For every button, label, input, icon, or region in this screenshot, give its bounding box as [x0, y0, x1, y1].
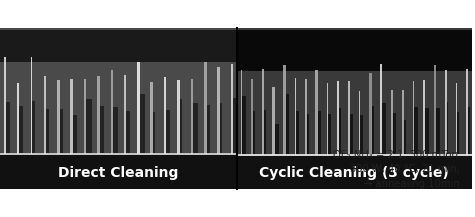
FancyBboxPatch shape: [315, 70, 318, 155]
FancyBboxPatch shape: [273, 87, 275, 155]
FancyBboxPatch shape: [390, 90, 393, 155]
FancyBboxPatch shape: [113, 107, 118, 154]
FancyBboxPatch shape: [348, 81, 350, 155]
FancyBboxPatch shape: [190, 79, 193, 154]
FancyBboxPatch shape: [100, 106, 104, 154]
FancyBboxPatch shape: [4, 57, 6, 154]
FancyBboxPatch shape: [111, 70, 113, 154]
FancyBboxPatch shape: [445, 69, 446, 155]
FancyBboxPatch shape: [6, 102, 10, 154]
FancyBboxPatch shape: [404, 120, 406, 155]
FancyBboxPatch shape: [237, 154, 472, 189]
FancyBboxPatch shape: [264, 110, 266, 155]
FancyBboxPatch shape: [425, 108, 429, 155]
FancyBboxPatch shape: [59, 108, 63, 154]
FancyBboxPatch shape: [337, 81, 339, 155]
FancyBboxPatch shape: [327, 83, 328, 155]
FancyBboxPatch shape: [350, 114, 353, 155]
FancyBboxPatch shape: [253, 111, 256, 155]
FancyBboxPatch shape: [262, 69, 264, 155]
FancyBboxPatch shape: [305, 79, 307, 155]
FancyBboxPatch shape: [0, 30, 237, 62]
FancyBboxPatch shape: [251, 79, 253, 155]
FancyBboxPatch shape: [402, 90, 404, 155]
FancyBboxPatch shape: [237, 28, 472, 189]
FancyBboxPatch shape: [44, 76, 46, 154]
FancyBboxPatch shape: [86, 99, 92, 154]
FancyBboxPatch shape: [436, 108, 440, 155]
FancyBboxPatch shape: [57, 80, 59, 154]
FancyBboxPatch shape: [46, 109, 49, 154]
FancyBboxPatch shape: [164, 77, 166, 154]
FancyBboxPatch shape: [414, 107, 418, 155]
FancyBboxPatch shape: [468, 107, 470, 155]
FancyBboxPatch shape: [372, 106, 374, 155]
FancyBboxPatch shape: [285, 94, 288, 155]
FancyBboxPatch shape: [456, 83, 457, 155]
FancyBboxPatch shape: [284, 65, 285, 155]
FancyBboxPatch shape: [0, 153, 237, 189]
FancyBboxPatch shape: [97, 76, 100, 154]
FancyBboxPatch shape: [193, 103, 199, 154]
FancyBboxPatch shape: [124, 75, 126, 154]
FancyBboxPatch shape: [423, 80, 425, 155]
FancyBboxPatch shape: [360, 115, 363, 155]
FancyBboxPatch shape: [137, 62, 140, 154]
FancyBboxPatch shape: [231, 64, 233, 154]
FancyBboxPatch shape: [237, 30, 472, 71]
FancyBboxPatch shape: [140, 94, 145, 154]
Text: OF₂:NH₃ = 2:1, 300 mTorr
300 W, 40 °C, 21 min,
→ annealing 10min: OF₂:NH₃ = 2:1, 300 mTorr 300 W, 40 °C, 2…: [333, 150, 460, 189]
FancyBboxPatch shape: [32, 101, 35, 154]
FancyBboxPatch shape: [457, 112, 459, 155]
FancyBboxPatch shape: [153, 112, 155, 154]
Text: Direct Cleaning: Direct Cleaning: [58, 166, 179, 179]
FancyBboxPatch shape: [166, 110, 170, 154]
FancyBboxPatch shape: [70, 79, 73, 154]
FancyBboxPatch shape: [17, 82, 19, 154]
FancyBboxPatch shape: [207, 105, 210, 154]
FancyBboxPatch shape: [31, 57, 32, 154]
FancyBboxPatch shape: [19, 105, 23, 154]
FancyBboxPatch shape: [307, 113, 309, 155]
FancyBboxPatch shape: [413, 81, 414, 155]
FancyBboxPatch shape: [180, 99, 182, 154]
FancyBboxPatch shape: [369, 73, 372, 155]
FancyBboxPatch shape: [150, 82, 153, 154]
FancyBboxPatch shape: [0, 28, 237, 189]
FancyBboxPatch shape: [466, 69, 468, 155]
Text: Cyclic Cleaning (3 cycle): Cyclic Cleaning (3 cycle): [259, 166, 449, 179]
FancyBboxPatch shape: [446, 102, 448, 155]
FancyBboxPatch shape: [177, 80, 180, 154]
FancyBboxPatch shape: [328, 114, 331, 155]
FancyBboxPatch shape: [359, 91, 360, 155]
FancyBboxPatch shape: [217, 67, 220, 154]
FancyBboxPatch shape: [233, 98, 238, 154]
FancyBboxPatch shape: [380, 64, 382, 155]
FancyBboxPatch shape: [339, 108, 341, 155]
FancyBboxPatch shape: [434, 65, 436, 155]
FancyBboxPatch shape: [73, 115, 77, 154]
FancyBboxPatch shape: [393, 113, 396, 155]
FancyBboxPatch shape: [84, 79, 86, 154]
FancyBboxPatch shape: [296, 111, 299, 155]
FancyBboxPatch shape: [241, 70, 242, 155]
FancyBboxPatch shape: [275, 124, 279, 155]
FancyBboxPatch shape: [318, 111, 321, 155]
FancyBboxPatch shape: [242, 96, 246, 155]
FancyBboxPatch shape: [126, 111, 131, 154]
FancyBboxPatch shape: [220, 103, 222, 154]
FancyBboxPatch shape: [204, 62, 207, 154]
FancyBboxPatch shape: [382, 103, 386, 155]
FancyBboxPatch shape: [294, 78, 296, 155]
